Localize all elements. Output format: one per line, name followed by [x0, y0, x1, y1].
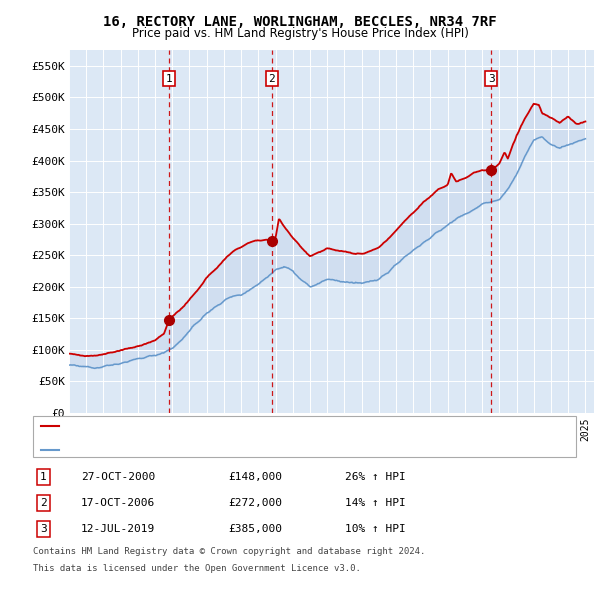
Text: 17-OCT-2006: 17-OCT-2006: [81, 498, 155, 507]
Text: 14% ↑ HPI: 14% ↑ HPI: [345, 498, 406, 507]
Text: 27-OCT-2000: 27-OCT-2000: [81, 472, 155, 481]
Text: £148,000: £148,000: [228, 472, 282, 481]
Text: 1: 1: [166, 74, 173, 84]
Text: Price paid vs. HM Land Registry's House Price Index (HPI): Price paid vs. HM Land Registry's House …: [131, 27, 469, 40]
Text: Contains HM Land Registry data © Crown copyright and database right 2024.: Contains HM Land Registry data © Crown c…: [33, 547, 425, 556]
Text: 16, RECTORY LANE, WORLINGHAM, BECCLES, NR34 7RF: 16, RECTORY LANE, WORLINGHAM, BECCLES, N…: [103, 15, 497, 29]
Text: £385,000: £385,000: [228, 524, 282, 533]
Text: £272,000: £272,000: [228, 498, 282, 507]
Text: 16, RECTORY LANE, WORLINGHAM, BECCLES, NR34 7RF (detached house): 16, RECTORY LANE, WORLINGHAM, BECCLES, N…: [63, 421, 463, 431]
Text: 12-JUL-2019: 12-JUL-2019: [81, 524, 155, 533]
Text: HPI: Average price, detached house, East Suffolk: HPI: Average price, detached house, East…: [63, 445, 363, 454]
Text: This data is licensed under the Open Government Licence v3.0.: This data is licensed under the Open Gov…: [33, 565, 361, 573]
Text: 1: 1: [40, 472, 47, 481]
Text: 26% ↑ HPI: 26% ↑ HPI: [345, 472, 406, 481]
Text: 3: 3: [488, 74, 494, 84]
Text: 2: 2: [269, 74, 275, 84]
Text: 10% ↑ HPI: 10% ↑ HPI: [345, 524, 406, 533]
Text: 2: 2: [40, 498, 47, 507]
Text: 3: 3: [40, 524, 47, 533]
